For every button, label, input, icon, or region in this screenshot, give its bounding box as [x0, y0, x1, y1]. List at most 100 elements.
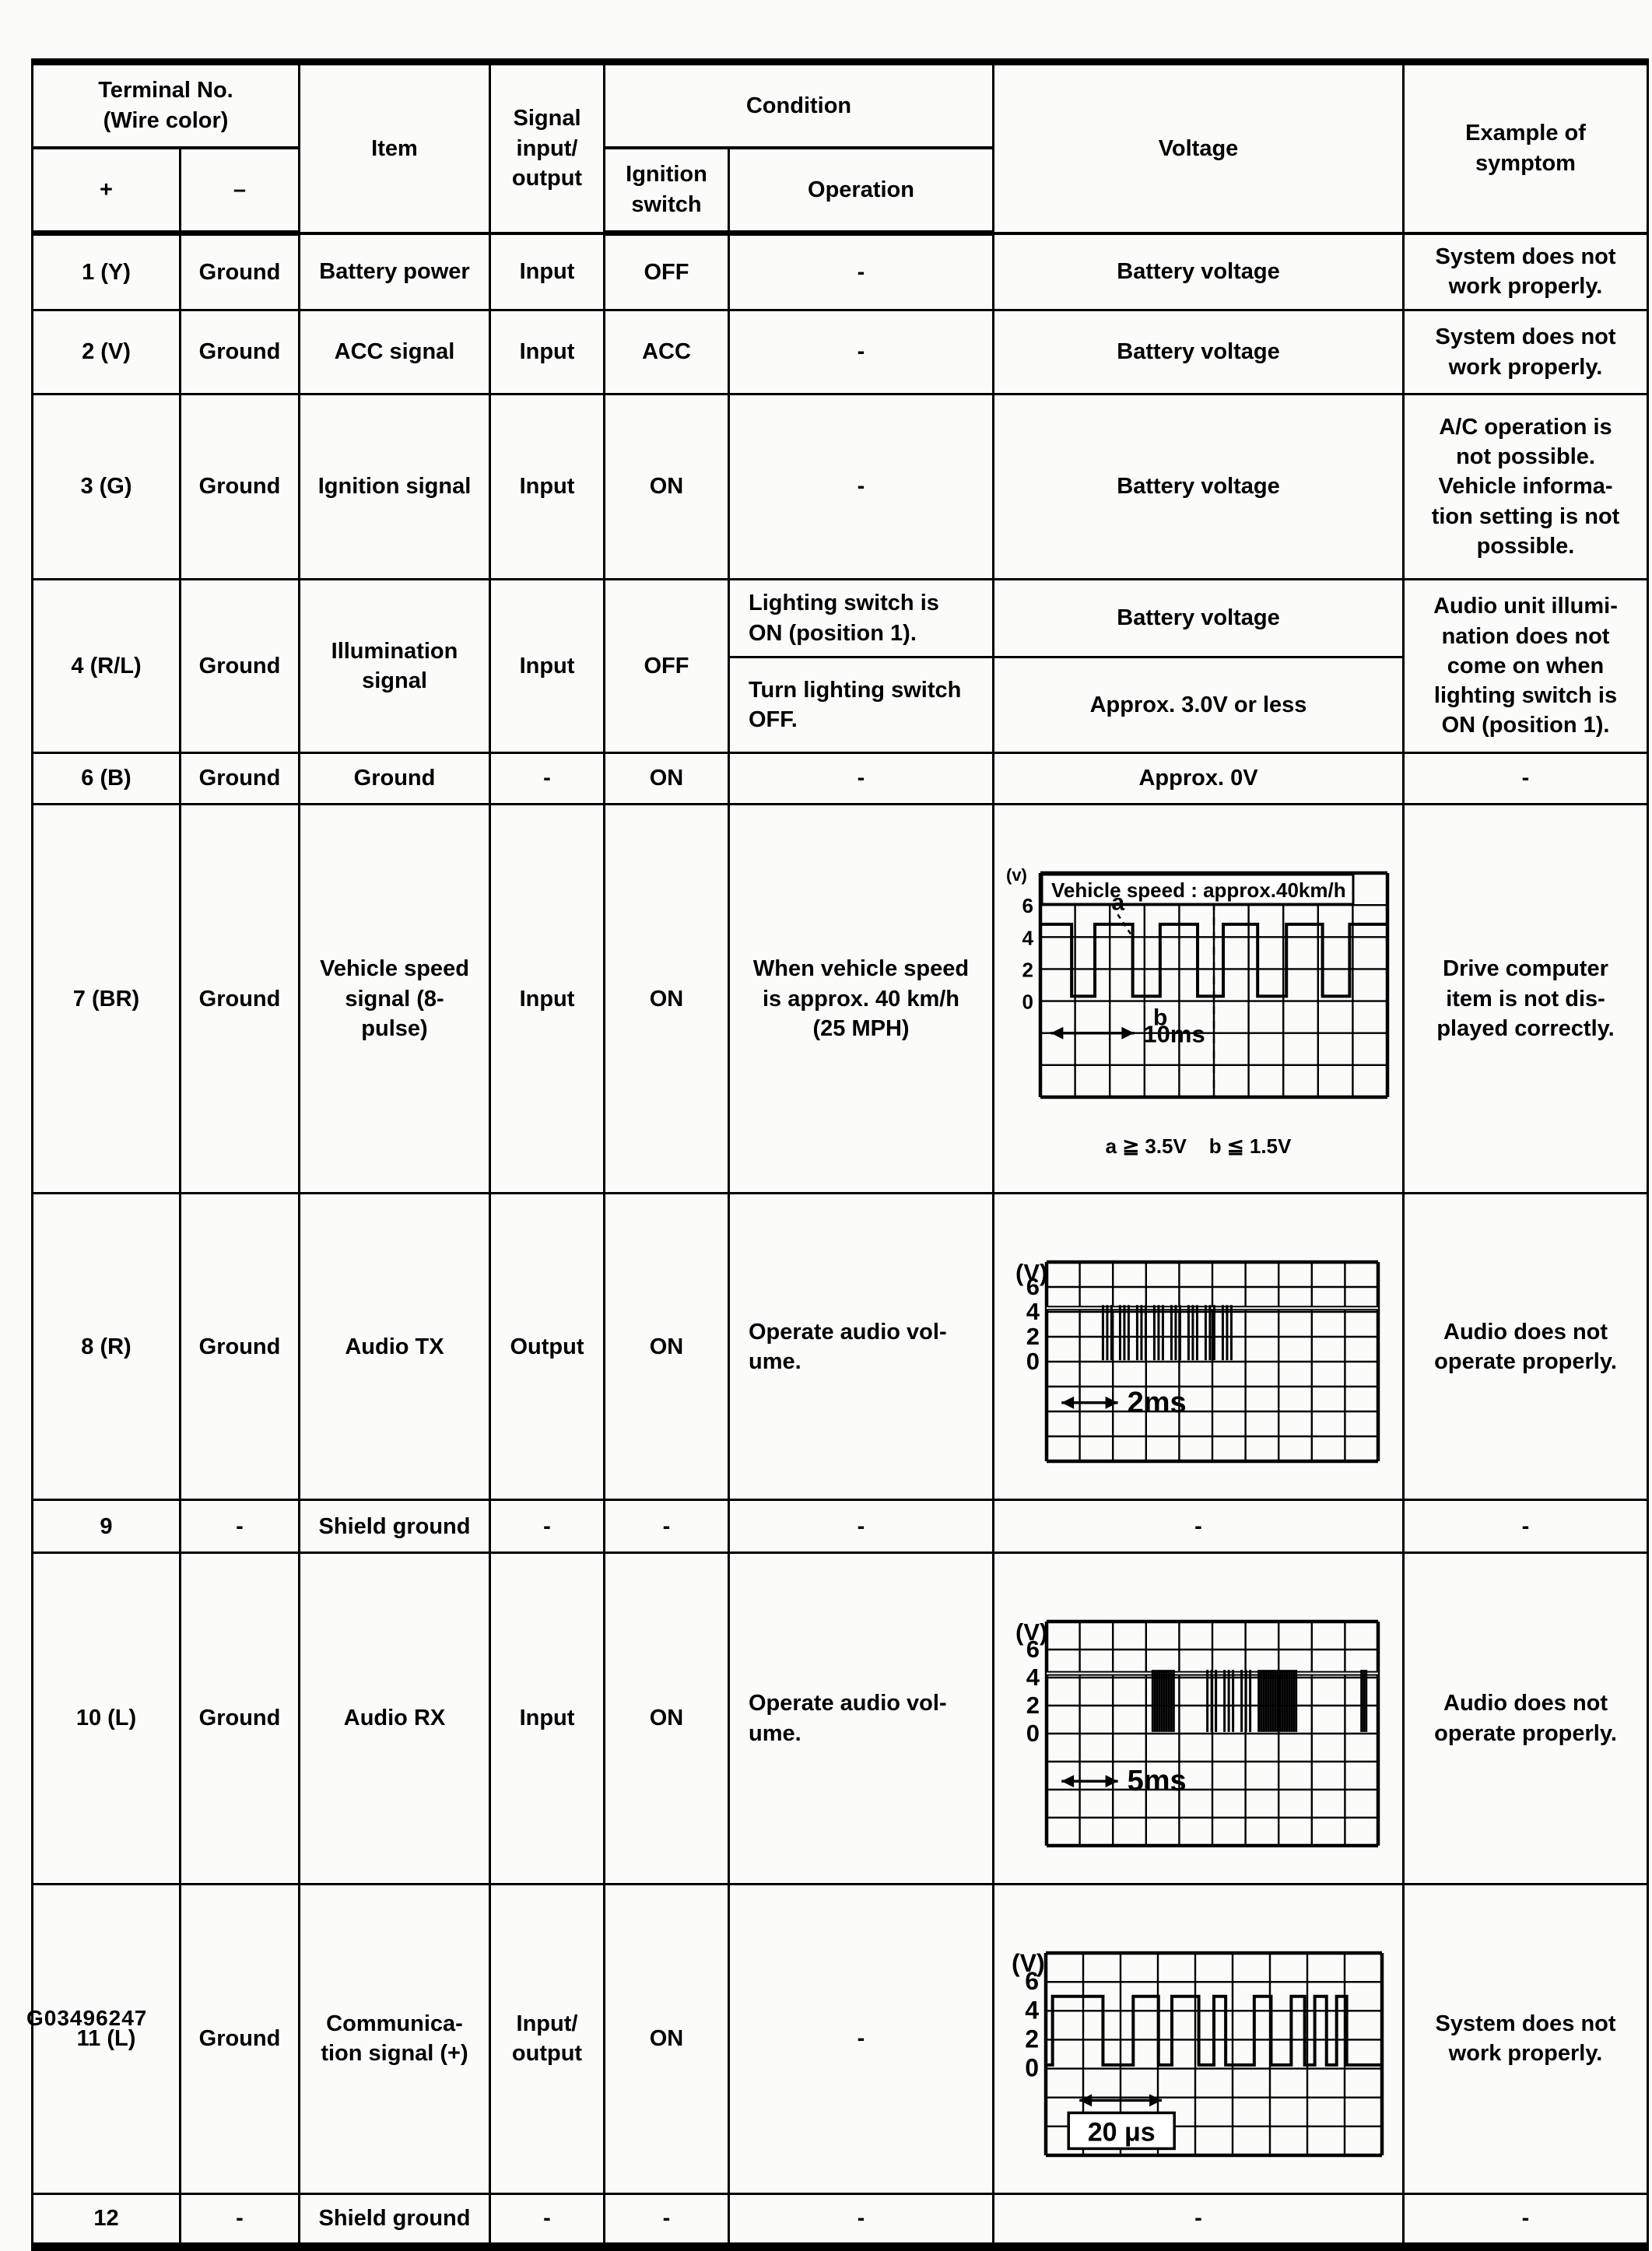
- svg-text:(v): (v): [1006, 868, 1027, 885]
- svg-text:2: 2: [1025, 2025, 1039, 2053]
- voltage-cell: Battery voltage: [992, 578, 1405, 658]
- table-row: 4 (R/L) Ground Illumination signal Input…: [31, 578, 1650, 754]
- oscilloscope-vehicle-speed: Vehicle speed : approx.40km/h 6 4 2 0 (v) 10ms…: [1006, 838, 1391, 1189]
- symptom-cell: A/C operation is not possible. Vehicle i…: [1402, 393, 1650, 580]
- item-cell: Shield ground: [298, 2192, 491, 2248]
- symptom-cell: -: [1402, 2192, 1650, 2248]
- voltage-waveform-cell: 6 4 2 0 (V) 20 μs: [992, 1882, 1405, 2195]
- terminal-plus-cell: 6 (B): [31, 752, 181, 805]
- signal-io-cell: Input: [489, 1552, 605, 1885]
- table-row: 6 (B) Ground Ground - ON - Approx. 0V -: [31, 752, 1650, 805]
- table-row: 11 (L) Ground Communica- tion signal (+)…: [31, 1882, 1650, 2195]
- symptom-cell: Drive computer item is not dis- played c…: [1402, 802, 1650, 1195]
- terminal-minus-cell: Ground: [179, 309, 300, 395]
- signal-io-cell: Input/ output: [489, 1882, 605, 2195]
- svg-text:6: 6: [1022, 894, 1033, 917]
- ignition-cell: ACC: [603, 309, 730, 395]
- signal-io-cell: -: [489, 752, 605, 805]
- table-row: 2 (V) Ground ACC signal Input ACC - Batt…: [31, 309, 1650, 395]
- operation-cell: -: [727, 393, 995, 580]
- terminal-minus-cell: Ground: [179, 1882, 300, 2195]
- operation-cell: -: [727, 232, 995, 311]
- header-minus: –: [179, 146, 300, 236]
- operation-cell: Lighting switch is ON (position 1).: [727, 578, 995, 658]
- table-row: 10 (L) Ground Audio RX Input ON Operate …: [31, 1552, 1650, 1885]
- ignition-cell: ON: [603, 1192, 730, 1502]
- vehicle-speed-waveform-plot: Vehicle speed : approx.40km/h 6 4 2 0 (v) 10ms…: [1006, 868, 1390, 1099]
- table-row: 1 (Y) Ground Battery power Input OFF - B…: [31, 232, 1650, 311]
- figure-id: G03496247: [26, 2006, 148, 2030]
- svg-text:0: 0: [1022, 990, 1033, 1013]
- ignition-cell: ON: [603, 1882, 730, 2195]
- terminal-minus-cell: Ground: [179, 232, 300, 311]
- operation-cell: -: [727, 309, 995, 395]
- signal-io-cell: Input: [489, 309, 605, 395]
- symptom-cell: Audio does not operate properly.: [1402, 1192, 1650, 1502]
- table-row: 9 - Shield ground - - - - -: [31, 1499, 1650, 1555]
- svg-text:4: 4: [1022, 926, 1034, 949]
- symptom-cell: -: [1402, 752, 1650, 805]
- operation-cell: -: [727, 1499, 995, 1555]
- ignition-cell: ON: [603, 752, 730, 805]
- terminal-minus-cell: Ground: [179, 1192, 300, 1502]
- table-row: Turn lighting switch OFF. Approx. 3.0V o…: [33, 656, 1648, 754]
- operation-cell: -: [727, 1882, 995, 2195]
- ignition-cell: ON: [603, 393, 730, 580]
- ignition-cell: OFF: [603, 232, 730, 311]
- voltage-waveform-cell: Vehicle speed : approx.40km/h 6 4 2 0 (v) 10ms…: [992, 802, 1405, 1195]
- operation-cell: -: [727, 752, 995, 805]
- ignition-cell: -: [603, 2192, 730, 2248]
- symptom-cell: Audio unit illumi- nation does not come …: [1402, 578, 1650, 754]
- voltage-cell: -: [992, 2192, 1405, 2248]
- svg-text:2: 2: [1022, 958, 1033, 981]
- table-row: 12 - Shield ground - - - - -: [31, 2192, 1650, 2248]
- terminal-minus-cell: Ground: [179, 393, 300, 580]
- operation-cell: Operate audio vol- ume.: [727, 1552, 995, 1885]
- header-plus: +: [31, 146, 181, 236]
- svg-text:4: 4: [1025, 1996, 1039, 2024]
- terminal-plus-cell: 9: [31, 1499, 181, 1555]
- terminal-plus-cell: 2 (V): [31, 309, 181, 395]
- symptom-cell: System does not work properly.: [1402, 1882, 1650, 2195]
- terminal-plus-cell: 4 (R/L): [31, 578, 181, 754]
- terminal-minus-cell: Ground: [179, 1552, 300, 1885]
- operation-cell: Operate audio vol- ume.: [727, 1192, 995, 1502]
- ignition-cell: ON: [603, 1552, 730, 1885]
- item-cell: Battery power: [298, 232, 491, 311]
- voltage-cell: -: [992, 1499, 1405, 1555]
- operation-cell: Turn lighting switch OFF.: [727, 656, 995, 754]
- item-cell: Ignition signal: [298, 393, 491, 580]
- svg-text:(V): (V): [1012, 1949, 1045, 1977]
- symptom-cell: System does not work properly.: [1402, 309, 1650, 395]
- oscilloscope-audio-tx: 6 4 2 0 (V) 2ms: [1015, 1228, 1381, 1496]
- terminal-plus-cell: 1 (Y): [31, 232, 181, 311]
- signal-io-cell: -: [489, 2192, 605, 2248]
- svg-text:2ms: 2ms: [1128, 1387, 1187, 1419]
- header-voltage: Voltage: [992, 61, 1405, 235]
- table-row: 3 (G) Ground Ignition signal Input ON - …: [31, 393, 1650, 580]
- signal-io-cell: Input: [489, 802, 605, 1195]
- symptom-cell: System does not work properly.: [1402, 232, 1650, 311]
- svg-text:0: 0: [1026, 1720, 1040, 1747]
- signal-io-cell: Input: [489, 232, 605, 311]
- svg-text:(V): (V): [1015, 1259, 1047, 1286]
- ignition-cell: -: [603, 1499, 730, 1555]
- svg-text:2: 2: [1026, 1692, 1040, 1719]
- header-ignition-switch: Ignition switch: [603, 146, 730, 236]
- operation-cell: When vehicle speed is approx. 40 km/h (2…: [727, 802, 995, 1195]
- svg-text:6: 6: [1026, 1636, 1040, 1663]
- header-symptom: Example of symptom: [1402, 61, 1650, 235]
- item-cell: Shield ground: [298, 1499, 491, 1555]
- header-signal-io: Signal input/ output: [489, 61, 605, 235]
- signal-io-cell: Output: [489, 1192, 605, 1502]
- svg-text:a: a: [1111, 889, 1124, 915]
- terminal-plus-cell: 3 (G): [31, 393, 181, 580]
- svg-text:6: 6: [1026, 1273, 1040, 1300]
- voltage-waveform-cell: 6 4 2 0 (V) 5ms: [992, 1552, 1405, 1885]
- item-cell: Ground: [298, 752, 491, 805]
- terminal-plus-cell: 8 (R): [31, 1192, 181, 1502]
- terminal-minus-cell: Ground: [179, 802, 300, 1195]
- terminal-plus-cell: 12: [31, 2192, 181, 2248]
- voltage-waveform-cell: 6 4 2 0 (V) 2ms: [992, 1192, 1405, 1502]
